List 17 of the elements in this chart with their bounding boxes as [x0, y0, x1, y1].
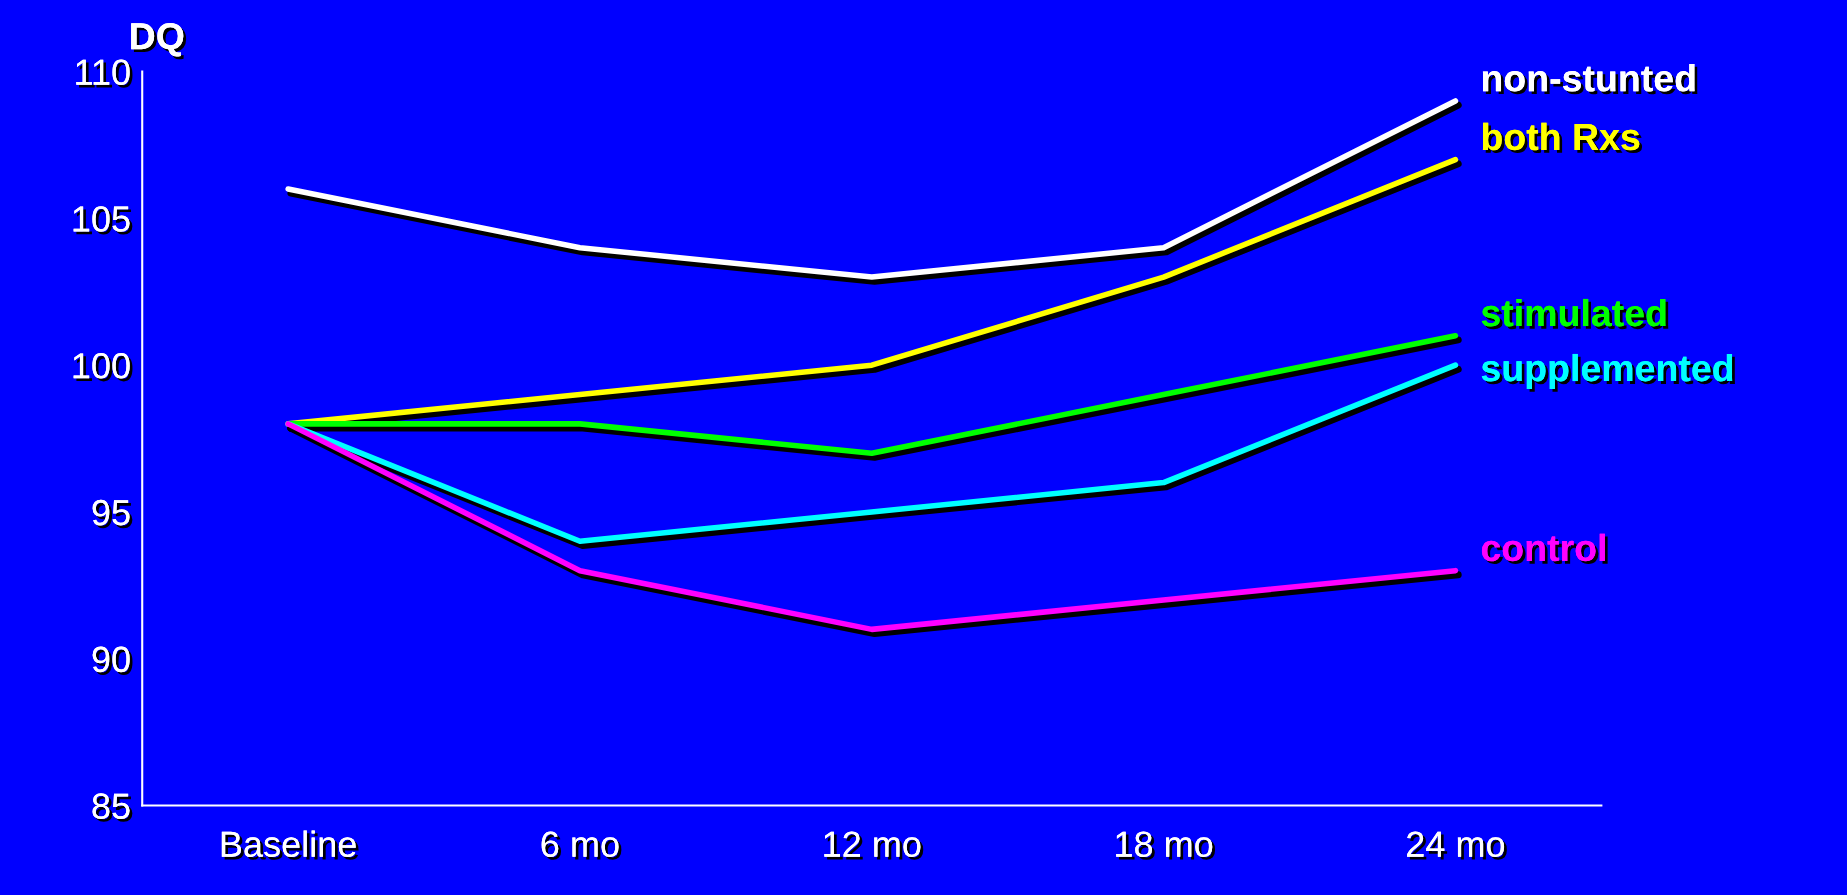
- x-tick-label: 24 mo: [1407, 831, 1507, 860]
- series-label: both Rxs: [1482, 122, 1643, 154]
- y-tick-label: 90: [92, 646, 133, 675]
- x-tick-label: 12 mo: [824, 831, 924, 860]
- x-tick-label: 6 mo: [541, 831, 622, 860]
- x-tick-label: Baseline: [221, 830, 359, 860]
- series-label: stimulated: [1481, 298, 1669, 330]
- series-label: control: [1481, 533, 1608, 565]
- y-tick-label: 95: [92, 499, 133, 529]
- y-tick-label: 85: [92, 793, 133, 822]
- x-tick-label: 18 mo: [1116, 831, 1216, 860]
- y-tick-label: 110: [76, 59, 133, 88]
- y-axis-title: DQ: [131, 22, 187, 60]
- series-label: non-stunted: [1482, 64, 1698, 95]
- y-tick-label: 105: [73, 206, 133, 235]
- y-tick-label: 100: [73, 353, 133, 382]
- series-label: supplemented: [1481, 353, 1735, 392]
